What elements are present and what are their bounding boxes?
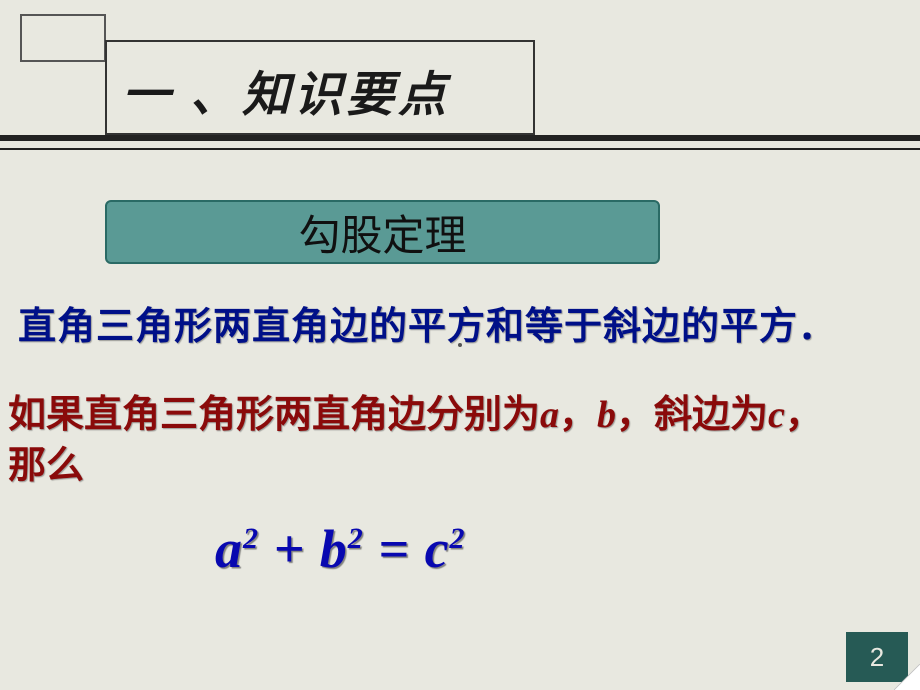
formula-eq: = xyxy=(364,519,425,579)
divider-thin xyxy=(0,148,920,150)
formula-a: a xyxy=(215,519,243,579)
theorem-condition: 如果直角三角形两直角边分别为a，b，斜边为c，那么 xyxy=(8,390,823,493)
cond-then: 那么 xyxy=(8,445,84,487)
formula-sq2: 2 xyxy=(348,522,364,555)
title-box: 一 、知识要点 xyxy=(105,40,535,135)
formula-b: b xyxy=(320,519,348,579)
var-b: b xyxy=(597,394,616,436)
cond-sep1: ， xyxy=(559,394,597,436)
corner-fold xyxy=(894,664,920,690)
formula: a2 + b2 = c2 xyxy=(215,518,466,580)
formula-sq3: 2 xyxy=(450,522,466,555)
page-number: 2 xyxy=(870,642,884,673)
title-text: 一 、知识要点 xyxy=(122,55,450,125)
cond-post: ， xyxy=(785,394,823,436)
var-a: a xyxy=(540,394,559,436)
subtitle-text: 勾股定理 xyxy=(298,202,466,263)
cond-sep2: ，斜边为 xyxy=(616,394,768,436)
subtitle-box: 勾股定理 xyxy=(105,200,660,264)
formula-plus: + xyxy=(259,519,320,579)
theorem-statement: 直角三角形两直角边的平方和等于斜边的平方． xyxy=(18,295,837,350)
cond-pre: 如果直角三角形两直角边分别为 xyxy=(8,394,540,436)
formula-c: c xyxy=(425,519,450,579)
center-dot xyxy=(458,343,462,347)
divider-thick xyxy=(0,135,920,141)
decorative-small-box xyxy=(20,14,106,62)
formula-sq1: 2 xyxy=(243,522,259,555)
var-c: c xyxy=(768,394,785,436)
